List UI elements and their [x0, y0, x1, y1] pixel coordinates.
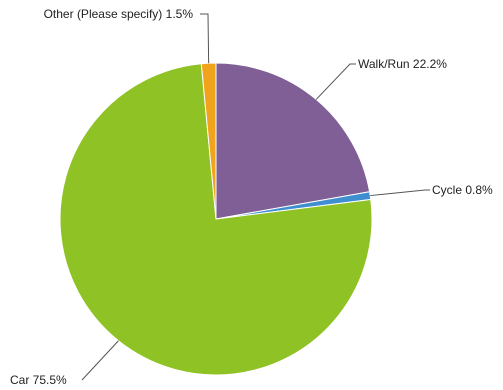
pie-labels: Walk/Run 22.2% Cycle 0.8% Car 75.5% Othe…: [10, 7, 493, 387]
leader-walk-run: [315, 63, 356, 100]
slice-label-cycle: Cycle 0.8%: [432, 183, 493, 197]
slice-label-car: Car 75.5%: [10, 373, 67, 387]
slice-label-walk-run: Walk/Run 22.2%: [358, 57, 447, 71]
pie-slices: [59, 62, 373, 376]
leader-car: [81, 340, 119, 381]
leader-other: [200, 13, 210, 64]
slice-label-other: Other (Please specify) 1.5%: [44, 7, 194, 21]
slice-car: [59, 63, 373, 376]
slice-walk-run: [215, 62, 371, 220]
leader-cycle: [370, 189, 430, 197]
pie-leader-lines: [81, 13, 430, 381]
